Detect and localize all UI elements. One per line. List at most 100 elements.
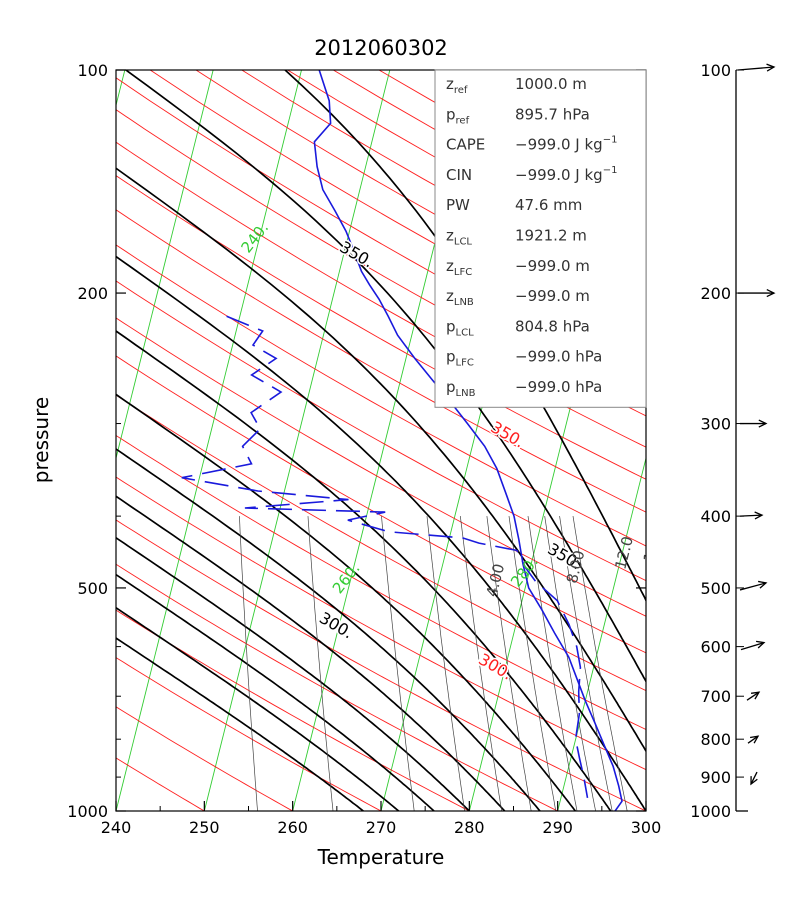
mixing-ratio-line xyxy=(572,516,628,811)
isotherm-line xyxy=(116,70,302,811)
mixing-ratio-label: 16.0 xyxy=(640,527,666,564)
parameter-symbol: CAPE xyxy=(446,136,485,154)
parameter-value-text: 804.8 hPa xyxy=(515,317,590,335)
parameter-subscript: LNB xyxy=(454,297,474,308)
moist-adiabat-line xyxy=(116,330,612,811)
x-tick-label: 270 xyxy=(366,818,397,837)
mixing-ratio-line xyxy=(381,516,415,811)
dry-adiabat-line xyxy=(116,394,646,692)
parameter-value-text: −999.0 hPa xyxy=(515,348,602,366)
parameter-symbol: z xyxy=(446,257,454,275)
wind-level-label: 800 xyxy=(700,730,731,749)
mixing-ratio-line xyxy=(544,516,596,811)
moist-adiabat-line xyxy=(116,167,646,753)
dry-adiabat-line xyxy=(116,657,382,811)
parameter-subscript: LCL xyxy=(456,327,475,338)
moist-adiabat-line xyxy=(116,255,646,811)
mixing-ratio-line xyxy=(307,516,334,811)
dry-adiabat-line xyxy=(116,757,205,811)
wind-profile: 100 200 300 400 500 600 700 800 900 1000 xyxy=(690,61,776,821)
parameter-value: 1000.0 m xyxy=(515,75,587,93)
mixing-ratio-line xyxy=(486,516,532,811)
wind-arrow-shaft xyxy=(737,66,775,71)
parameter-symbol: p xyxy=(446,348,456,366)
dry-adiabat-label: 350. xyxy=(488,417,528,451)
parameter-symbol: z xyxy=(446,287,454,305)
wind-arrow-head xyxy=(755,640,766,649)
parameter-row: pLNB xyxy=(446,378,476,399)
dry-adiabat-line xyxy=(116,175,646,480)
moist-adiabat-line xyxy=(116,573,435,811)
parameter-symbol: z xyxy=(446,75,454,93)
parameter-value: 47.6 mm xyxy=(515,196,582,214)
parameter-value: −999.0 hPa xyxy=(515,378,602,396)
chart-title: 2012060302 xyxy=(314,36,448,60)
parameter-row: zLFC xyxy=(446,257,472,278)
y-tick-label: 100 xyxy=(77,61,108,80)
wind-level-label: 300 xyxy=(700,415,731,434)
parameter-symbol: z xyxy=(446,227,454,245)
parameter-subscript: LCL xyxy=(454,237,473,248)
wind-arrow-shaft xyxy=(740,641,765,651)
mixing-ratio-line xyxy=(459,516,503,811)
parameter-symbol: p xyxy=(446,105,456,123)
wind-arrow-shaft xyxy=(739,582,767,591)
dry-adiabat-line xyxy=(116,244,646,547)
parameter-subscript: LFC xyxy=(454,267,472,278)
mixing-ratio-line xyxy=(559,516,613,811)
wind-arrow-shaft xyxy=(747,735,759,744)
wind-arrow-shaft xyxy=(746,691,760,701)
axes: 240 250 260 270 280 290 300 100 200 500 1000 xyxy=(67,61,661,837)
wind-arrow-head xyxy=(766,288,776,298)
parameter-value-text: −999.0 hPa xyxy=(515,378,602,396)
parameter-row: pref xyxy=(446,105,470,126)
mixing-ratio-line xyxy=(426,516,465,811)
wind-arrow-head xyxy=(754,511,764,520)
dry-adiabat-line xyxy=(116,519,646,811)
parameter-row: pLCL xyxy=(446,317,474,338)
mixing-ratio-label: 4.00 xyxy=(483,562,509,599)
parameter-value-text: −999.0 m xyxy=(515,287,590,305)
dry-adiabat-label: 400. xyxy=(648,538,688,572)
parameter-value: −999.0 J kg−1 xyxy=(515,165,617,184)
isotherm-label: 280. xyxy=(507,553,542,590)
dry-adiabat-line xyxy=(116,355,646,654)
y-tick-label: 200 xyxy=(77,284,108,303)
wind-arrow-head xyxy=(750,776,758,786)
x-tick-label: 260 xyxy=(277,818,308,837)
dry-adiabat-line xyxy=(116,434,646,730)
parameter-value-text: 1000.0 m xyxy=(515,75,587,93)
dry-adiabat-line xyxy=(116,476,646,771)
moist-adiabat-line xyxy=(116,447,541,811)
parameter-subscript: ref xyxy=(456,115,470,126)
isotherm-label: 260. xyxy=(329,560,364,597)
y-axis-label: pressure xyxy=(29,397,53,483)
moist-adiabat-label: 350. xyxy=(337,237,377,271)
parameter-superscript: −1 xyxy=(603,135,618,146)
wind-arrow-shaft xyxy=(739,514,763,517)
parameter-row: pLFC xyxy=(446,348,474,369)
wind-level-label: 100 xyxy=(700,61,731,80)
dry-adiabat-line xyxy=(116,280,646,582)
x-tick-label: 300 xyxy=(631,818,662,837)
parameter-row: PW xyxy=(446,196,470,214)
sounding-profiles xyxy=(181,70,623,811)
parameter-symbol: PW xyxy=(446,196,470,214)
mixing-ratio-line xyxy=(527,516,578,811)
parameter-value: 804.8 hPa xyxy=(515,317,590,335)
parameter-row: zLNB xyxy=(446,287,474,308)
parameter-subscript: LNB xyxy=(456,388,476,399)
parameter-value-text: 47.6 mm xyxy=(515,196,582,214)
wind-level-label: 500 xyxy=(700,579,731,598)
dewpoint-profile-line xyxy=(181,315,589,799)
wind-arrow-head xyxy=(758,580,768,589)
temperature-profile-line xyxy=(313,70,623,811)
wind-level-label: 1000 xyxy=(690,802,731,821)
parameter-value: −999.0 m xyxy=(515,287,590,305)
parameter-value: −999.0 J kg−1 xyxy=(515,135,617,154)
moist-adiabat-line xyxy=(116,536,470,811)
wind-arrow-head xyxy=(749,735,760,744)
wind-level-label: 700 xyxy=(700,687,731,706)
parameter-subscript: LFC xyxy=(456,358,474,369)
